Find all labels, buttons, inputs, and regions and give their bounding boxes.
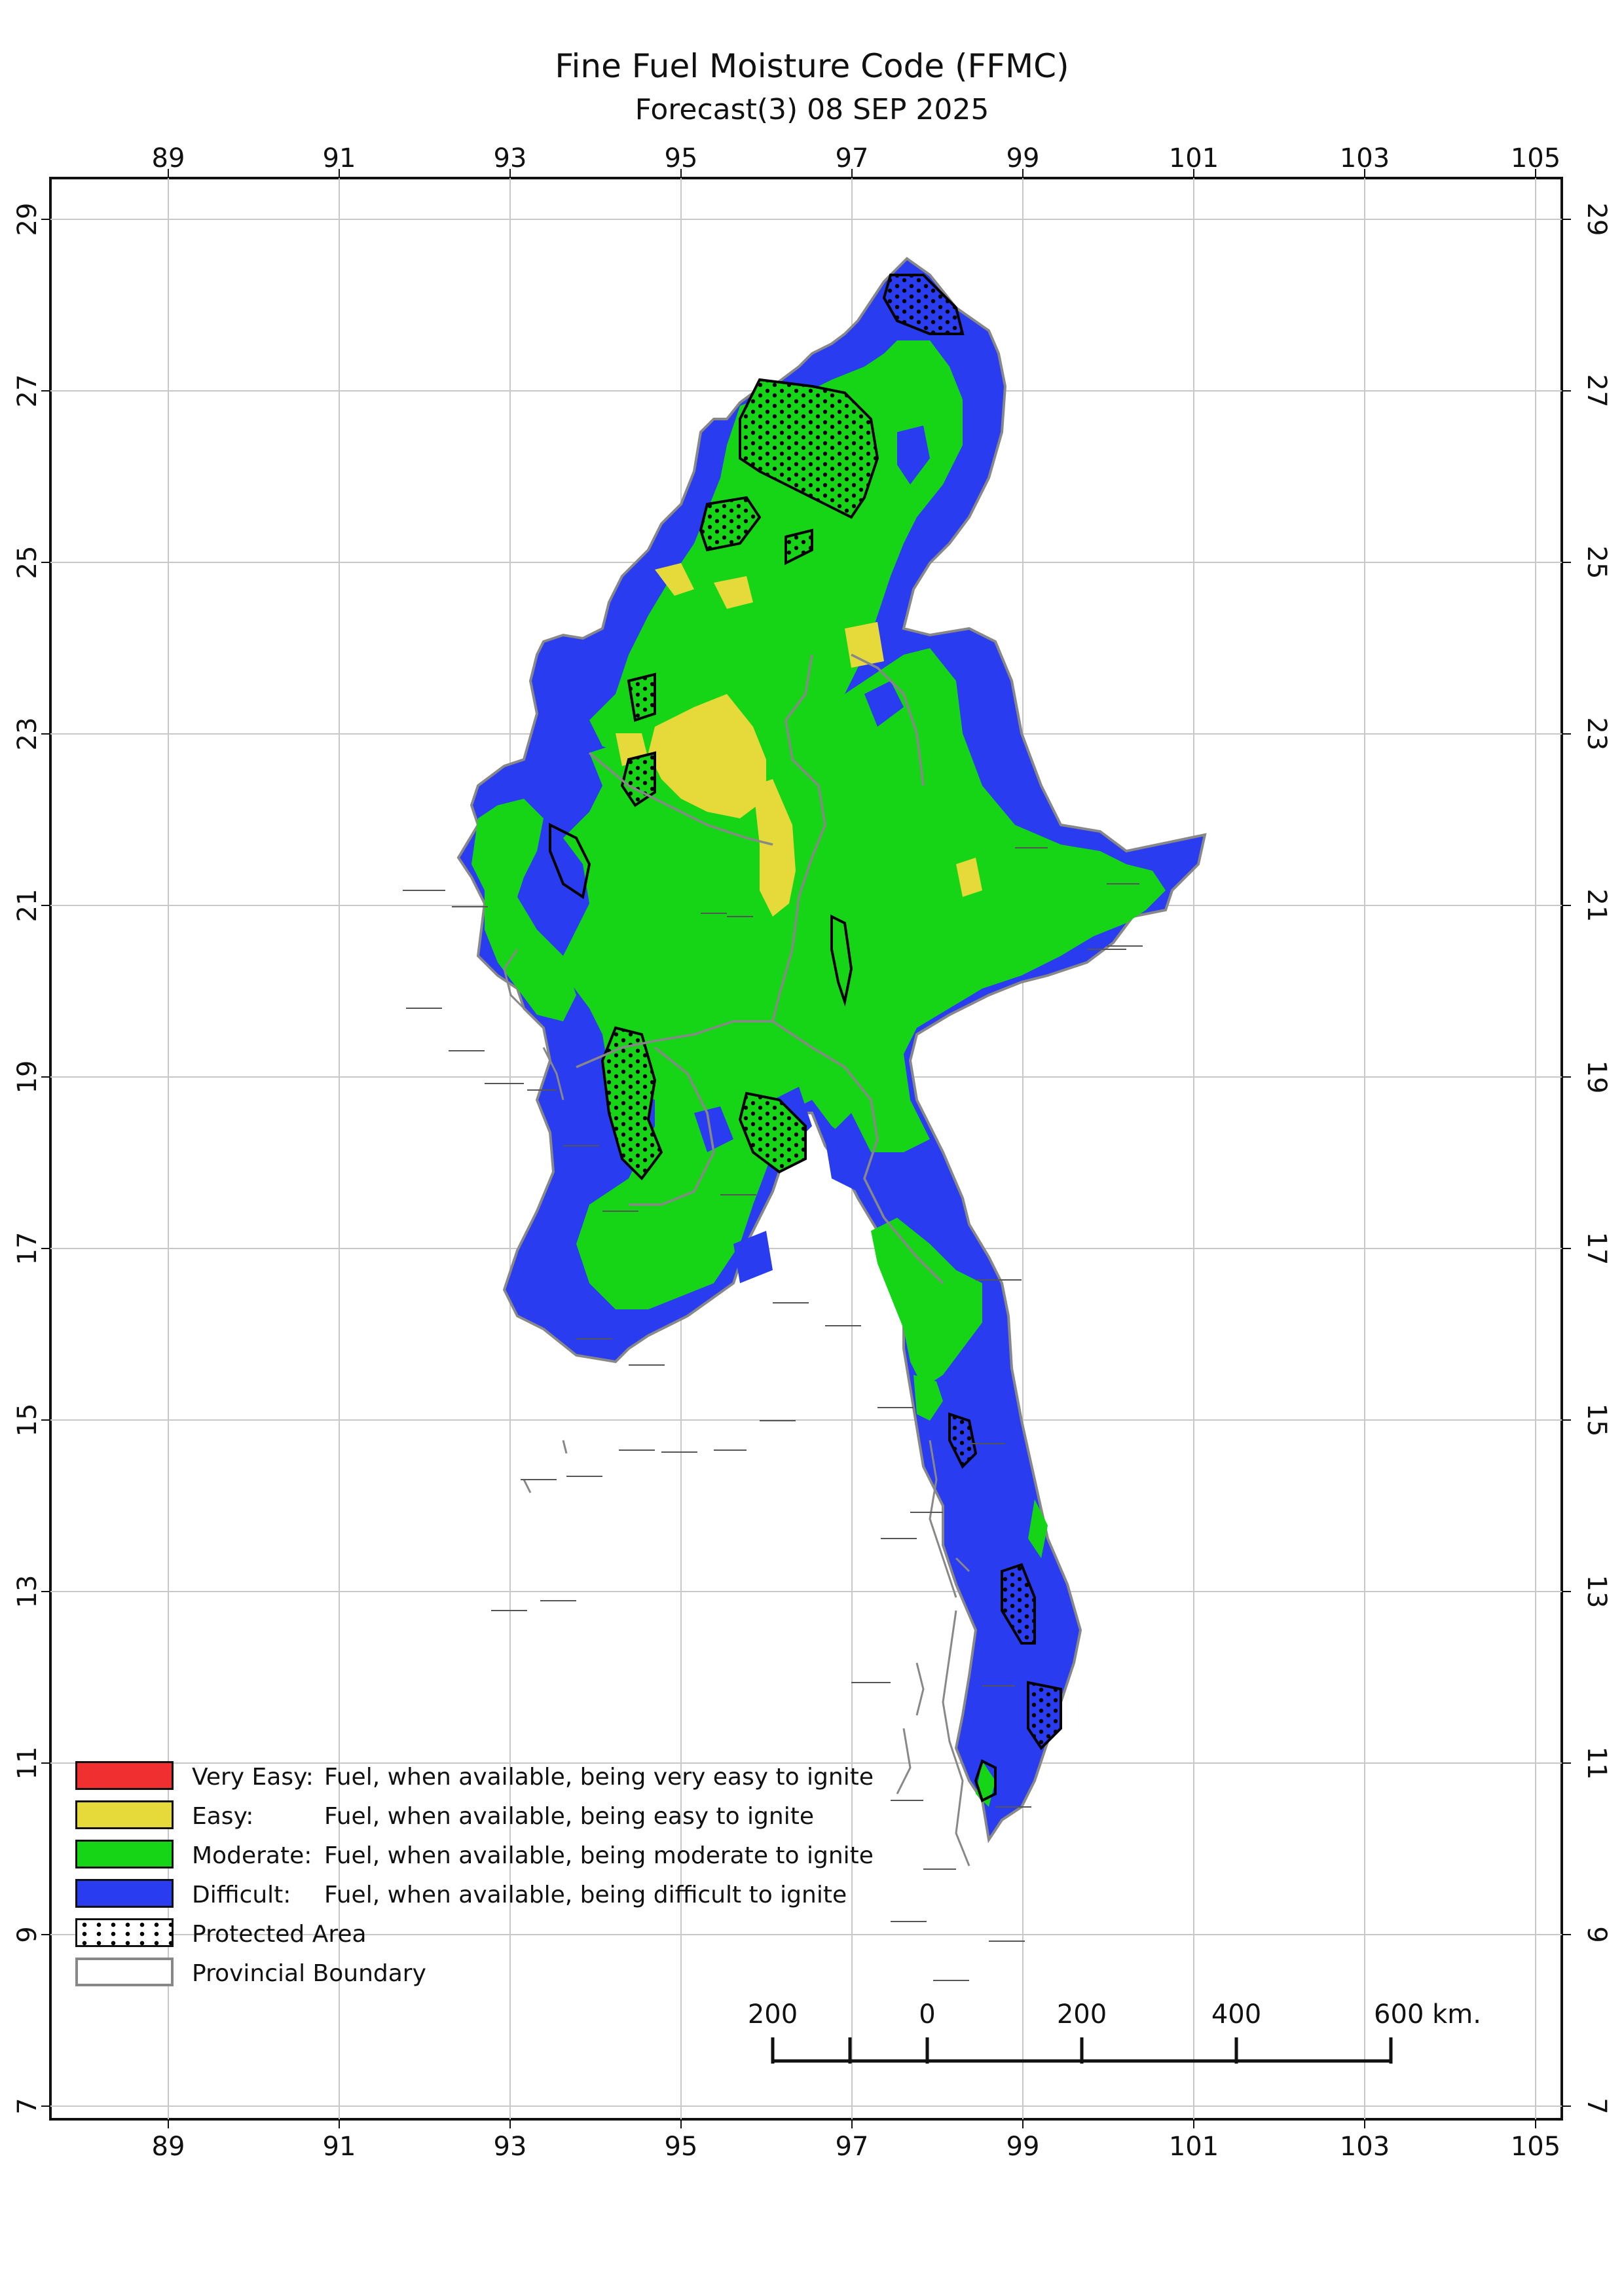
lon-tick-label-bottom: 95 bbox=[665, 2132, 698, 2162]
legend-label: Provincial Boundary bbox=[192, 1960, 426, 1987]
lon-tick-label-top: 93 bbox=[494, 143, 527, 173]
difficult-patch-1 bbox=[897, 426, 930, 484]
lat-tick-label-left: 15 bbox=[12, 1404, 43, 1437]
lat-tick-label-left: 27 bbox=[12, 374, 43, 408]
protected-area-12 bbox=[549, 822, 591, 900]
lat-tick-label-right: 29 bbox=[1581, 203, 1612, 236]
scale-bar-label: 400 bbox=[1211, 1999, 1261, 2030]
protected-area-10 bbox=[1001, 1563, 1036, 1645]
scale-bar-label: 0 bbox=[919, 1999, 935, 2030]
lon-tick-label-bottom: 99 bbox=[1006, 2132, 1040, 2162]
legend-description: Fuel, when available, being moderate to … bbox=[324, 1842, 874, 1869]
coastal-marks bbox=[403, 847, 1143, 1981]
scale-bar-label: 200 bbox=[748, 1999, 798, 2030]
protected-area-9 bbox=[948, 1412, 978, 1469]
lat-tick-label-left: 7 bbox=[12, 2098, 43, 2114]
lat-tick-label-right: 13 bbox=[1581, 1575, 1612, 1609]
lon-tick-label-top: 89 bbox=[152, 143, 185, 173]
lon-tick-label-top: 103 bbox=[1340, 143, 1390, 173]
protected-area-8 bbox=[600, 1026, 663, 1181]
lat-tick-label-right: 21 bbox=[1581, 889, 1612, 922]
legend-label: Moderate: bbox=[192, 1842, 312, 1869]
lat-tick-label-left: 11 bbox=[12, 1747, 43, 1780]
lat-tick-label-right: 23 bbox=[1581, 718, 1612, 751]
swatch-very-easy bbox=[75, 1761, 174, 1790]
lon-tick-label-top: 101 bbox=[1169, 143, 1219, 173]
difficult-patch-3 bbox=[864, 681, 904, 727]
lat-tick-label-left: 25 bbox=[12, 546, 43, 579]
easy-zone-north-1 bbox=[655, 563, 694, 596]
lat-tick-label-left: 29 bbox=[12, 203, 43, 236]
protected-area-3 bbox=[699, 496, 762, 552]
moderate-zone-south-tip bbox=[1028, 1499, 1048, 1558]
lat-tick-label-right: 17 bbox=[1581, 1232, 1612, 1266]
protected-area-1 bbox=[882, 274, 965, 335]
protected-area-2 bbox=[739, 378, 879, 519]
lat-tick-label-left: 21 bbox=[12, 889, 43, 922]
protected-area-13 bbox=[830, 914, 853, 1007]
scale-bar-label: 600 km. bbox=[1374, 1999, 1481, 2030]
protected-area-14 bbox=[974, 1759, 997, 1802]
lon-tick-label-bottom: 101 bbox=[1169, 2132, 1219, 2162]
lon-tick-label-top: 95 bbox=[665, 143, 698, 173]
legend-label: Easy: bbox=[192, 1803, 254, 1830]
easy-zone-shan bbox=[956, 858, 982, 897]
scale-bar-label: 200 bbox=[1057, 1999, 1107, 2030]
legend-description: Fuel, when available, being difficult to… bbox=[324, 1882, 847, 1908]
lon-tick-label-top: 99 bbox=[1006, 143, 1040, 173]
lat-tick-label-left: 23 bbox=[12, 718, 43, 751]
axis-ticks: 8989919193939595979799991011011031031051… bbox=[12, 143, 1612, 2162]
lon-tick-label-top: 91 bbox=[323, 143, 356, 173]
moderate-zone-coast-strip bbox=[913, 1375, 943, 1421]
lat-tick-label-right: 7 bbox=[1581, 2098, 1612, 2114]
lat-tick-label-left: 19 bbox=[12, 1061, 43, 1094]
difficult-patch-7 bbox=[825, 1113, 871, 1192]
easy-zone-central bbox=[648, 694, 766, 818]
scale-bar: 200 0 200 400 600 km. bbox=[748, 1999, 1481, 2064]
swatch-provincial-boundary bbox=[75, 1958, 174, 1986]
lon-tick-label-bottom: 105 bbox=[1511, 2132, 1560, 2162]
lon-tick-label-top: 97 bbox=[836, 143, 869, 173]
swatch-protected-area bbox=[75, 1918, 174, 1947]
lon-tick-label-bottom: 93 bbox=[494, 2132, 527, 2162]
map-title: Fine Fuel Moisture Code (FFMC) bbox=[555, 47, 1069, 85]
lat-tick-label-right: 15 bbox=[1581, 1404, 1612, 1437]
legend-label: Protected Area bbox=[192, 1921, 367, 1948]
protected-area-11 bbox=[1027, 1681, 1062, 1751]
swatch-difficult bbox=[75, 1879, 174, 1908]
legend-description: Fuel, when available, being easy to igni… bbox=[324, 1803, 814, 1830]
legend-description: Fuel, when available, being very easy to… bbox=[324, 1764, 874, 1791]
lat-tick-label-left: 17 bbox=[12, 1232, 43, 1266]
provincial-boundaries bbox=[576, 653, 944, 1285]
lat-tick-label-right: 9 bbox=[1581, 1926, 1612, 1942]
lat-tick-label-right: 25 bbox=[1581, 546, 1612, 579]
protected-area-7 bbox=[738, 1091, 807, 1174]
difficult-patch-6 bbox=[733, 1231, 773, 1283]
coastal-islands bbox=[503, 949, 970, 1867]
lat-tick-label-right: 27 bbox=[1581, 374, 1612, 408]
lon-tick-label-top: 105 bbox=[1511, 143, 1560, 173]
protected-area-6 bbox=[627, 672, 656, 722]
swatch-moderate bbox=[75, 1840, 174, 1868]
swatch-easy bbox=[75, 1800, 174, 1829]
lat-tick-label-right: 11 bbox=[1581, 1747, 1612, 1780]
map-subtitle: Forecast(3) 08 SEP 2025 bbox=[635, 93, 989, 126]
lon-tick-label-bottom: 103 bbox=[1340, 2132, 1390, 2162]
difficult-patch-2 bbox=[956, 655, 995, 701]
moderate-zone-west bbox=[471, 799, 576, 1021]
lon-tick-label-bottom: 97 bbox=[836, 2132, 869, 2162]
lon-tick-label-bottom: 89 bbox=[152, 2132, 185, 2162]
legend-label: Difficult: bbox=[192, 1882, 291, 1908]
lat-tick-label-left: 13 bbox=[12, 1575, 43, 1609]
moderate-zone-east-coast bbox=[871, 1218, 982, 1388]
difficult-patch-5 bbox=[694, 1106, 733, 1152]
lon-tick-label-bottom: 91 bbox=[323, 2132, 356, 2162]
lat-tick-label-left: 9 bbox=[12, 1926, 43, 1942]
lat-tick-label-right: 19 bbox=[1581, 1061, 1612, 1094]
easy-zone-north-2 bbox=[714, 576, 753, 609]
easy-zone-stripe bbox=[753, 779, 796, 917]
legend-label: Very Easy: bbox=[192, 1764, 314, 1791]
protected-area-4 bbox=[784, 528, 813, 566]
